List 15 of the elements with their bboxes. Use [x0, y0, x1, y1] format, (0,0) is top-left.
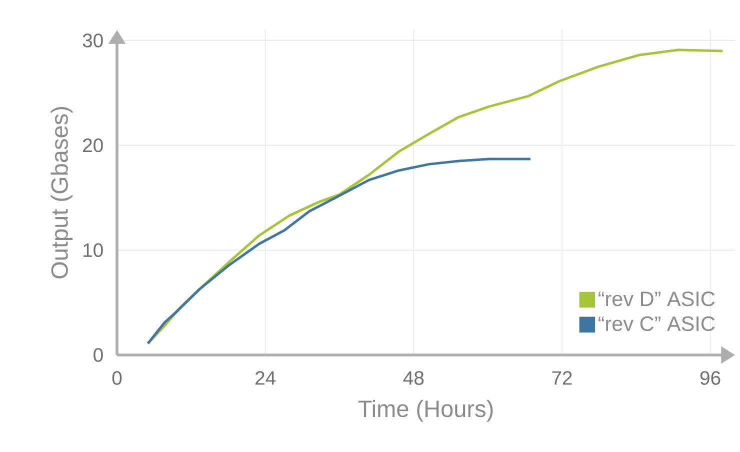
y-tick-label: 0	[94, 348, 103, 362]
y-tick-label: 10	[84, 243, 103, 258]
line-series	[146, 48, 724, 345]
legend-label: “rev C” ASIC	[598, 316, 715, 332]
y-tick-label: 30	[82, 34, 103, 48]
x-tick-label: 72	[552, 371, 572, 385]
y-tick-label: 20	[83, 138, 103, 152]
x-axis-title: Time (Hours)	[358, 400, 493, 422]
y-axis-title: Output (Gbases)	[50, 107, 73, 278]
x-tick-label: 96	[700, 371, 720, 385]
legend-label: “rev D” ASIC	[598, 291, 715, 306]
x-tick-label: 48	[403, 371, 424, 385]
x-tick-label: 24	[256, 371, 276, 385]
line-series	[146, 158, 532, 345]
x-tick-label: 0	[112, 371, 122, 385]
